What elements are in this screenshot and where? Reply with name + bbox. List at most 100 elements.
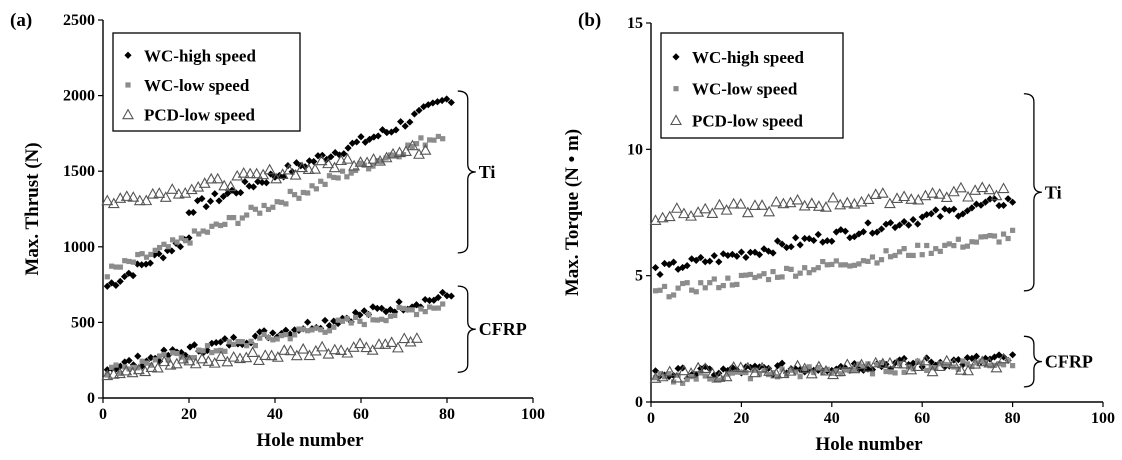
data-point [120, 364, 133, 376]
data-point [898, 357, 911, 369]
data-point [309, 183, 315, 189]
data-point [860, 363, 867, 369]
data-point [225, 341, 233, 349]
data-point [326, 173, 333, 179]
data-point [202, 355, 215, 366]
data-point [827, 191, 840, 203]
data-point [270, 337, 276, 343]
data-point [183, 357, 189, 363]
data-point [165, 244, 171, 250]
data-point [1009, 198, 1017, 206]
data-point [196, 347, 202, 353]
legend-marker [672, 53, 680, 61]
data-point [919, 189, 932, 201]
data-point [387, 313, 394, 319]
data-point [990, 361, 1003, 373]
data-point [950, 356, 958, 364]
data-point [406, 139, 419, 151]
data-point [392, 126, 400, 134]
y-tick-label: 10 [627, 141, 643, 158]
data-point [387, 147, 399, 159]
data-point [932, 206, 940, 214]
data-point [259, 349, 272, 360]
data-point [130, 259, 137, 265]
data-point [666, 371, 672, 377]
data-point [235, 338, 241, 345]
data-point [139, 358, 145, 364]
data-point [221, 335, 229, 343]
data-point [405, 307, 411, 313]
data-point [692, 256, 700, 264]
data-point [756, 361, 768, 373]
data-point [166, 183, 179, 194]
data-point [851, 262, 857, 268]
data-point [218, 179, 231, 191]
data-point [701, 258, 709, 266]
data-point [915, 242, 921, 248]
data-point [379, 316, 385, 322]
data-point [737, 248, 745, 256]
data-point [692, 370, 700, 379]
data-point [869, 188, 882, 199]
x-tick-label: 20 [181, 406, 197, 423]
data-point [261, 202, 267, 209]
data-point [240, 351, 253, 363]
data-point [393, 146, 406, 158]
data-point [905, 221, 913, 229]
data-point [249, 183, 258, 191]
data-point [652, 375, 659, 381]
data-point [933, 246, 939, 252]
data-point [315, 154, 328, 166]
data-point [683, 262, 691, 270]
data-point [107, 197, 120, 209]
data-point [955, 364, 967, 375]
data-point [883, 356, 896, 368]
data-point [727, 197, 740, 209]
data-point [250, 167, 263, 179]
data-point [125, 269, 133, 277]
data-point [671, 292, 677, 298]
data-point [305, 157, 313, 165]
data-point [263, 163, 276, 175]
data-point [351, 308, 360, 317]
data-point [413, 141, 420, 147]
data-point [942, 242, 948, 248]
y-axis-label: Max. Torque (N • m) [562, 129, 583, 296]
data-point [706, 207, 719, 219]
legend-label: PCD-low speed [692, 112, 804, 131]
data-point [876, 187, 889, 198]
data-point [328, 343, 341, 355]
data-point [706, 257, 714, 265]
data-point [734, 361, 747, 373]
data-point [815, 265, 821, 271]
data-point [806, 364, 812, 370]
data-point [202, 202, 210, 211]
data-point [842, 262, 848, 268]
data-point [834, 198, 847, 210]
data-point [677, 207, 690, 219]
data-point [156, 353, 163, 359]
data-point [213, 348, 219, 354]
data-point [227, 351, 240, 362]
data-point [901, 369, 907, 375]
data-point [284, 344, 297, 356]
data-point [198, 195, 206, 203]
data-point [680, 380, 686, 386]
x-tick-label: 0 [99, 406, 107, 423]
legend-marker [670, 114, 682, 126]
data-point [443, 95, 451, 103]
brace-ti [457, 90, 476, 254]
data-point [103, 282, 111, 290]
data-point [829, 370, 835, 376]
data-point [396, 304, 402, 311]
data-point [113, 264, 119, 270]
data-point [246, 346, 259, 357]
data-point [132, 363, 145, 375]
data-point [829, 261, 835, 268]
data-point [702, 373, 708, 379]
legend-marker [124, 51, 132, 59]
data-point [237, 189, 245, 197]
data-point [999, 353, 1008, 361]
data-point [677, 364, 690, 376]
